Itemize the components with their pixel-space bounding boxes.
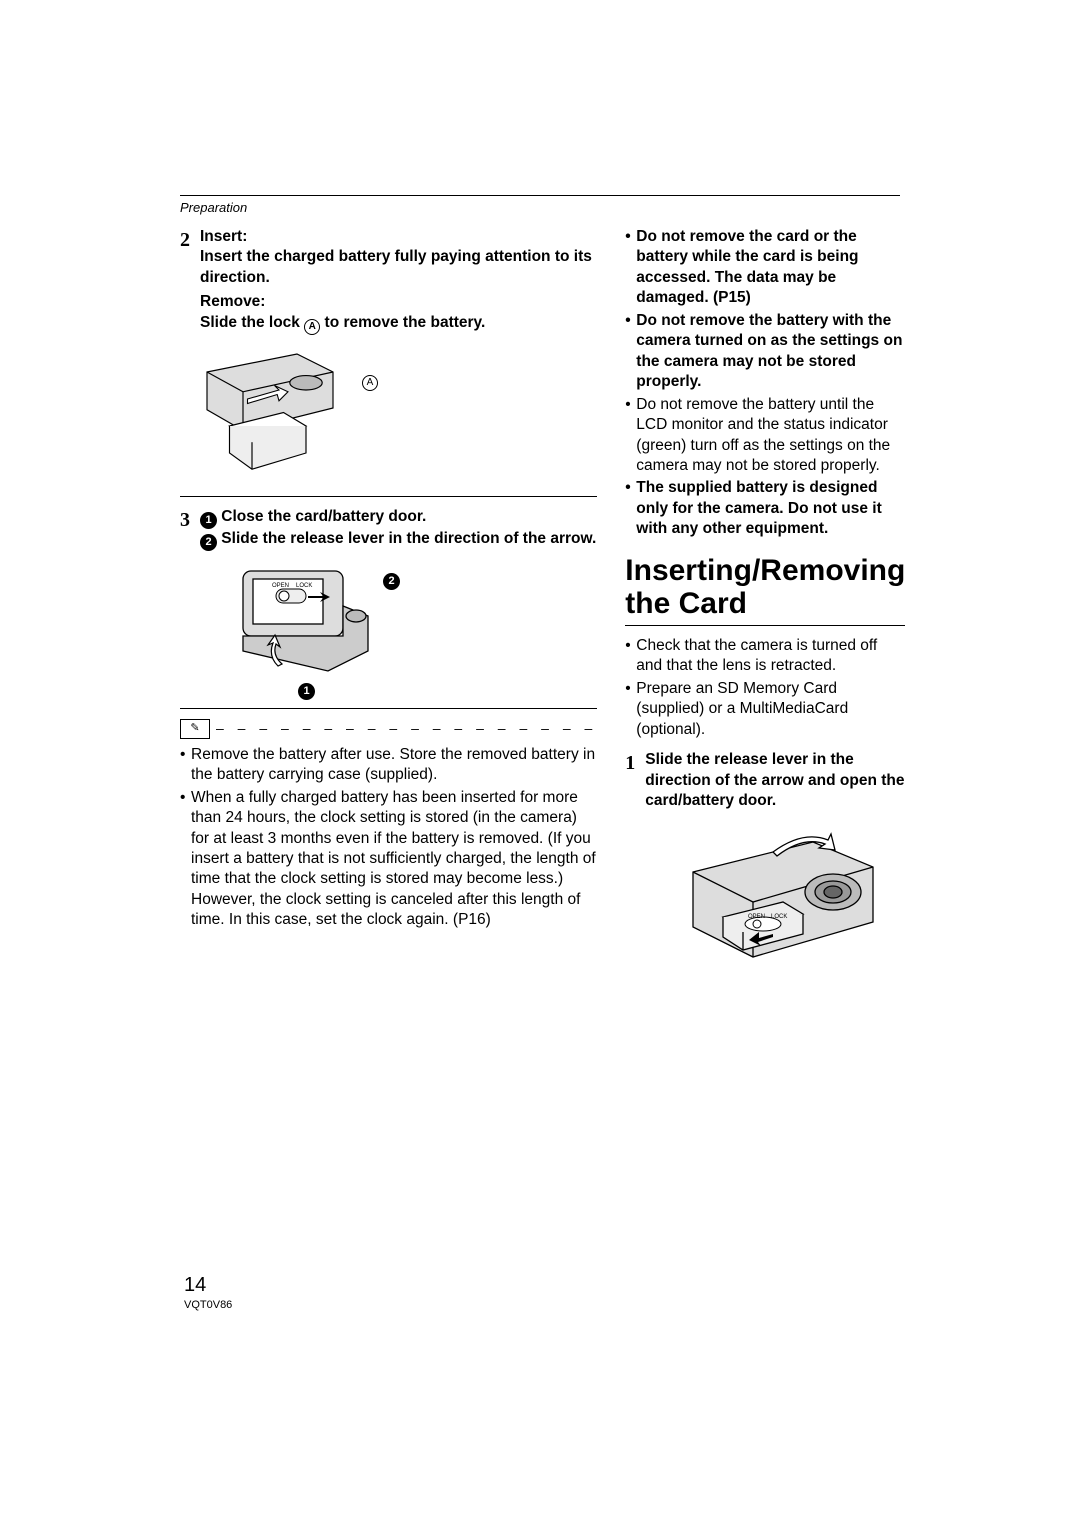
step-body: 1 Close the card/battery door. 2 Slide t… <box>200 507 597 551</box>
warning-item: The supplied battery is designed only fo… <box>625 478 905 539</box>
left-column: 2 Insert: Insert the charged battery ful… <box>180 227 597 994</box>
divider <box>180 708 597 709</box>
warning-item: Do not remove the card or the battery wh… <box>625 227 905 309</box>
step3-line2: 2 Slide the release lever in the directi… <box>200 529 597 551</box>
lock-label: LOCK <box>771 914 787 920</box>
right-column: Do not remove the card or the battery wh… <box>625 227 905 994</box>
card-step-1: 1 Slide the release lever in the directi… <box>625 750 905 811</box>
pre-steps-list: Check that the camera is turned off and … <box>625 636 905 740</box>
open-label: OPEN <box>748 914 765 920</box>
warning-item: Do not remove the battery with the camer… <box>625 311 905 393</box>
insert-label: Insert: <box>200 227 597 247</box>
open-label: OPEN <box>272 583 289 589</box>
figure-close-door: OPEN LOCK 2 1 <box>198 561 597 697</box>
step-number: 1 <box>625 750 645 811</box>
document-code: VQT0V86 <box>184 1299 232 1311</box>
substep-2-text: Slide the release lever in the direction… <box>217 530 596 547</box>
note-divider: ✎ – – – – – – – – – – – – – – – – – – <box>180 719 597 739</box>
substep-1-icon: 1 <box>200 512 217 529</box>
figure-mark-1: 1 <box>298 683 315 700</box>
section-title: Inserting/Removing the Card <box>625 554 905 621</box>
figure-open-door: OPEN LOCK <box>643 822 905 988</box>
lock-label: LOCK <box>296 583 312 589</box>
header-rule <box>180 195 900 196</box>
note-item: Remove the battery after use. Store the … <box>180 745 597 786</box>
substep-2-icon: 2 <box>200 534 217 551</box>
pre-step-item: Prepare an SD Memory Card (supplied) or … <box>625 679 905 740</box>
camera-battery-illustration <box>198 345 360 480</box>
figure-label-a: A <box>362 375 378 391</box>
section-label: Preparation <box>180 200 900 215</box>
step-3: 3 1 Close the card/battery door. 2 Slide… <box>180 507 597 551</box>
title-underline <box>625 625 905 626</box>
content-columns: 2 Insert: Insert the charged battery ful… <box>180 227 900 994</box>
figure-mark-2: 2 <box>383 573 400 590</box>
remove-post: to remove the battery. <box>320 314 485 331</box>
step-body: Insert: Insert the charged battery fully… <box>200 227 597 335</box>
remove-label: Remove: <box>200 292 597 312</box>
pre-step-item: Check that the camera is turned off and … <box>625 636 905 677</box>
substep-1-text: Close the card/battery door. <box>217 508 426 525</box>
camera-door-illustration: OPEN LOCK <box>228 561 388 691</box>
insert-text: Insert the charged battery fully paying … <box>200 247 597 288</box>
warnings-list: Do not remove the card or the battery wh… <box>625 227 905 540</box>
page-number: 14 <box>184 1274 232 1297</box>
note-icon: ✎ <box>180 719 210 739</box>
step-number: 3 <box>180 507 200 551</box>
dashes: – – – – – – – – – – – – – – – – – – <box>216 719 597 737</box>
warning-item: Do not remove the battery until the LCD … <box>625 395 905 477</box>
step-text: Slide the release lever in the direction… <box>645 750 905 811</box>
step3-line1: 1 Close the card/battery door. <box>200 507 597 529</box>
remove-pre: Slide the lock <box>200 314 304 331</box>
step-number: 2 <box>180 227 200 335</box>
figure-battery-remove: A <box>198 345 597 486</box>
lock-mark-a: A <box>304 319 320 335</box>
divider <box>180 496 597 497</box>
remove-text: Slide the lock A to remove the battery. <box>200 313 597 335</box>
page-footer: 14 VQT0V86 <box>184 1274 232 1311</box>
camera-open-illustration: OPEN LOCK <box>673 822 893 982</box>
notes-list: Remove the battery after use. Store the … <box>180 745 597 931</box>
step-2: 2 Insert: Insert the charged battery ful… <box>180 227 597 335</box>
note-item: When a fully charged battery has been in… <box>180 788 597 931</box>
